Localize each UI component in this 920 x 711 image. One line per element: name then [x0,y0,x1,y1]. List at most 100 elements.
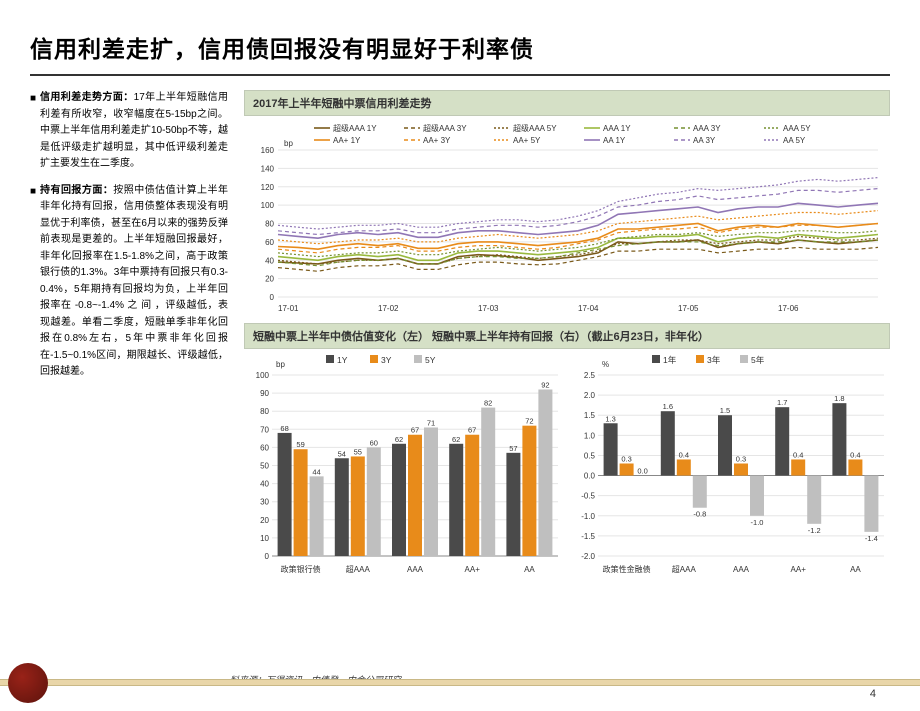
svg-text:超AAA: 超AAA [672,564,697,574]
svg-text:1.5: 1.5 [720,406,730,415]
svg-text:超级AAA 1Y: 超级AAA 1Y [333,123,377,133]
svg-text:AA+ 1Y: AA+ 1Y [333,136,361,145]
svg-text:0.4: 0.4 [850,450,860,459]
svg-text:AAA 5Y: AAA 5Y [783,124,811,133]
svg-text:-1.0: -1.0 [581,512,595,521]
svg-text:政策性金融债: 政策性金融债 [603,564,651,574]
svg-text:40: 40 [265,256,274,265]
svg-text:1.5: 1.5 [584,411,596,420]
svg-text:AA 5Y: AA 5Y [783,136,806,145]
svg-text:-1.4: -1.4 [865,534,878,543]
svg-text:20: 20 [260,516,269,525]
svg-text:AA+ 5Y: AA+ 5Y [513,136,541,145]
svg-text:120: 120 [261,183,275,192]
svg-text:bp: bp [276,360,285,369]
svg-text:bp: bp [284,139,293,148]
svg-text:3Y: 3Y [381,355,392,365]
svg-text:政策银行债: 政策银行债 [281,564,321,574]
svg-text:92: 92 [541,380,549,389]
svg-text:57: 57 [509,444,517,453]
svg-text:-0.8: -0.8 [693,510,706,519]
svg-text:-1.5: -1.5 [581,532,595,541]
svg-text:%: % [602,360,609,369]
svg-text:55: 55 [354,447,362,456]
chart2-right-svg: -2.0-1.5-1.0-0.50.00.51.01.52.02.5%1年3年5… [570,353,890,578]
svg-text:100: 100 [261,201,275,210]
svg-text:AA 1Y: AA 1Y [603,136,626,145]
svg-text:100: 100 [256,371,270,380]
footer: 料来源：万得资讯，中债登，中金公司研究 4 [0,679,920,705]
svg-text:10: 10 [260,534,269,543]
svg-text:1.8: 1.8 [834,394,844,403]
page-title: 信用利差走扩，信用债回报没有明显好于利率债 [30,30,890,64]
svg-text:1.6: 1.6 [663,402,673,411]
page-number: 4 [870,688,876,700]
svg-text:0.4: 0.4 [793,450,803,459]
svg-text:-2.0: -2.0 [581,552,595,561]
svg-text:72: 72 [525,417,533,426]
chart2-row: 0102030405060708090100bp1Y3Y5Y685944政策银行… [244,353,890,578]
svg-text:1.0: 1.0 [584,431,596,440]
svg-text:67: 67 [468,426,476,435]
svg-text:AAA: AAA [407,565,424,574]
svg-text:AAA 1Y: AAA 1Y [603,124,631,133]
svg-text:1.7: 1.7 [777,398,787,407]
charts-column: 2017年上半年短融中票信用利差走势 020406080100120140160… [244,90,890,578]
chart1-title: 2017年上半年短融中票信用利差走势 [244,90,890,116]
svg-text:2.5: 2.5 [584,371,596,380]
svg-text:30: 30 [260,498,269,507]
svg-text:超AAA: 超AAA [346,564,371,574]
svg-text:1年: 1年 [663,355,677,365]
svg-text:62: 62 [452,435,460,444]
svg-text:68: 68 [280,424,288,433]
svg-text:40: 40 [260,480,269,489]
svg-text:AA+ 3Y: AA+ 3Y [423,136,451,145]
svg-text:-0.5: -0.5 [581,492,595,501]
svg-text:59: 59 [296,440,304,449]
svg-text:AAA: AAA [733,565,750,574]
svg-text:17-05: 17-05 [678,304,699,313]
chart2-title: 短融中票上半年中债估值变化（左） 短融中票上半年持有回报（右）（截止6月23日，… [244,323,890,349]
svg-text:140: 140 [261,164,275,173]
svg-text:54: 54 [338,449,346,458]
svg-text:60: 60 [370,438,378,447]
svg-text:-1.0: -1.0 [751,518,764,527]
svg-text:17-02: 17-02 [378,304,399,313]
svg-text:20: 20 [265,275,274,284]
chart2-left-svg: 0102030405060708090100bp1Y3Y5Y685944政策银行… [244,353,564,578]
svg-text:17-01: 17-01 [278,304,299,313]
svg-text:5年: 5年 [751,355,765,365]
svg-text:62: 62 [395,435,403,444]
svg-text:90: 90 [260,389,269,398]
svg-text:0: 0 [270,293,275,302]
svg-text:0.5: 0.5 [584,451,596,460]
svg-text:50: 50 [260,462,269,471]
svg-text:超级AAA 5Y: 超级AAA 5Y [513,123,557,133]
content-row: ■信用利差走势方面：17年上半年短融信用利差有所收窄，收窄幅度在5-15bp之间… [30,90,890,578]
svg-text:0: 0 [265,552,270,561]
svg-text:82: 82 [484,399,492,408]
logo-icon [8,663,48,703]
svg-text:1.3: 1.3 [605,414,615,423]
svg-text:160: 160 [261,146,275,155]
svg-text:AAA 3Y: AAA 3Y [693,124,721,133]
bullet-item: ■持有回报方面：按照中债估值计算上半年非年化持有回报，信用债整体表现没有明显优于… [30,183,228,381]
svg-text:-1.2: -1.2 [808,526,821,535]
svg-text:80: 80 [260,407,269,416]
svg-text:AA: AA [524,565,535,574]
svg-text:60: 60 [260,443,269,452]
chart1-svg: 020406080100120140160bp17-0117-0217-0317… [244,120,884,315]
chart2-left: 0102030405060708090100bp1Y3Y5Y685944政策银行… [244,353,564,578]
svg-text:17-03: 17-03 [478,304,499,313]
svg-text:0.3: 0.3 [736,454,746,463]
svg-text:1Y: 1Y [337,355,348,365]
svg-text:0.0: 0.0 [637,467,647,476]
svg-text:2.0: 2.0 [584,391,596,400]
svg-text:5Y: 5Y [425,355,436,365]
title-underline [30,74,890,76]
svg-text:71: 71 [427,418,435,427]
svg-text:AA: AA [850,565,861,574]
svg-text:AA+: AA+ [465,565,481,574]
svg-text:67: 67 [411,426,419,435]
bullet-item: ■信用利差走势方面：17年上半年短融信用利差有所收窄，收窄幅度在5-15bp之间… [30,90,228,173]
